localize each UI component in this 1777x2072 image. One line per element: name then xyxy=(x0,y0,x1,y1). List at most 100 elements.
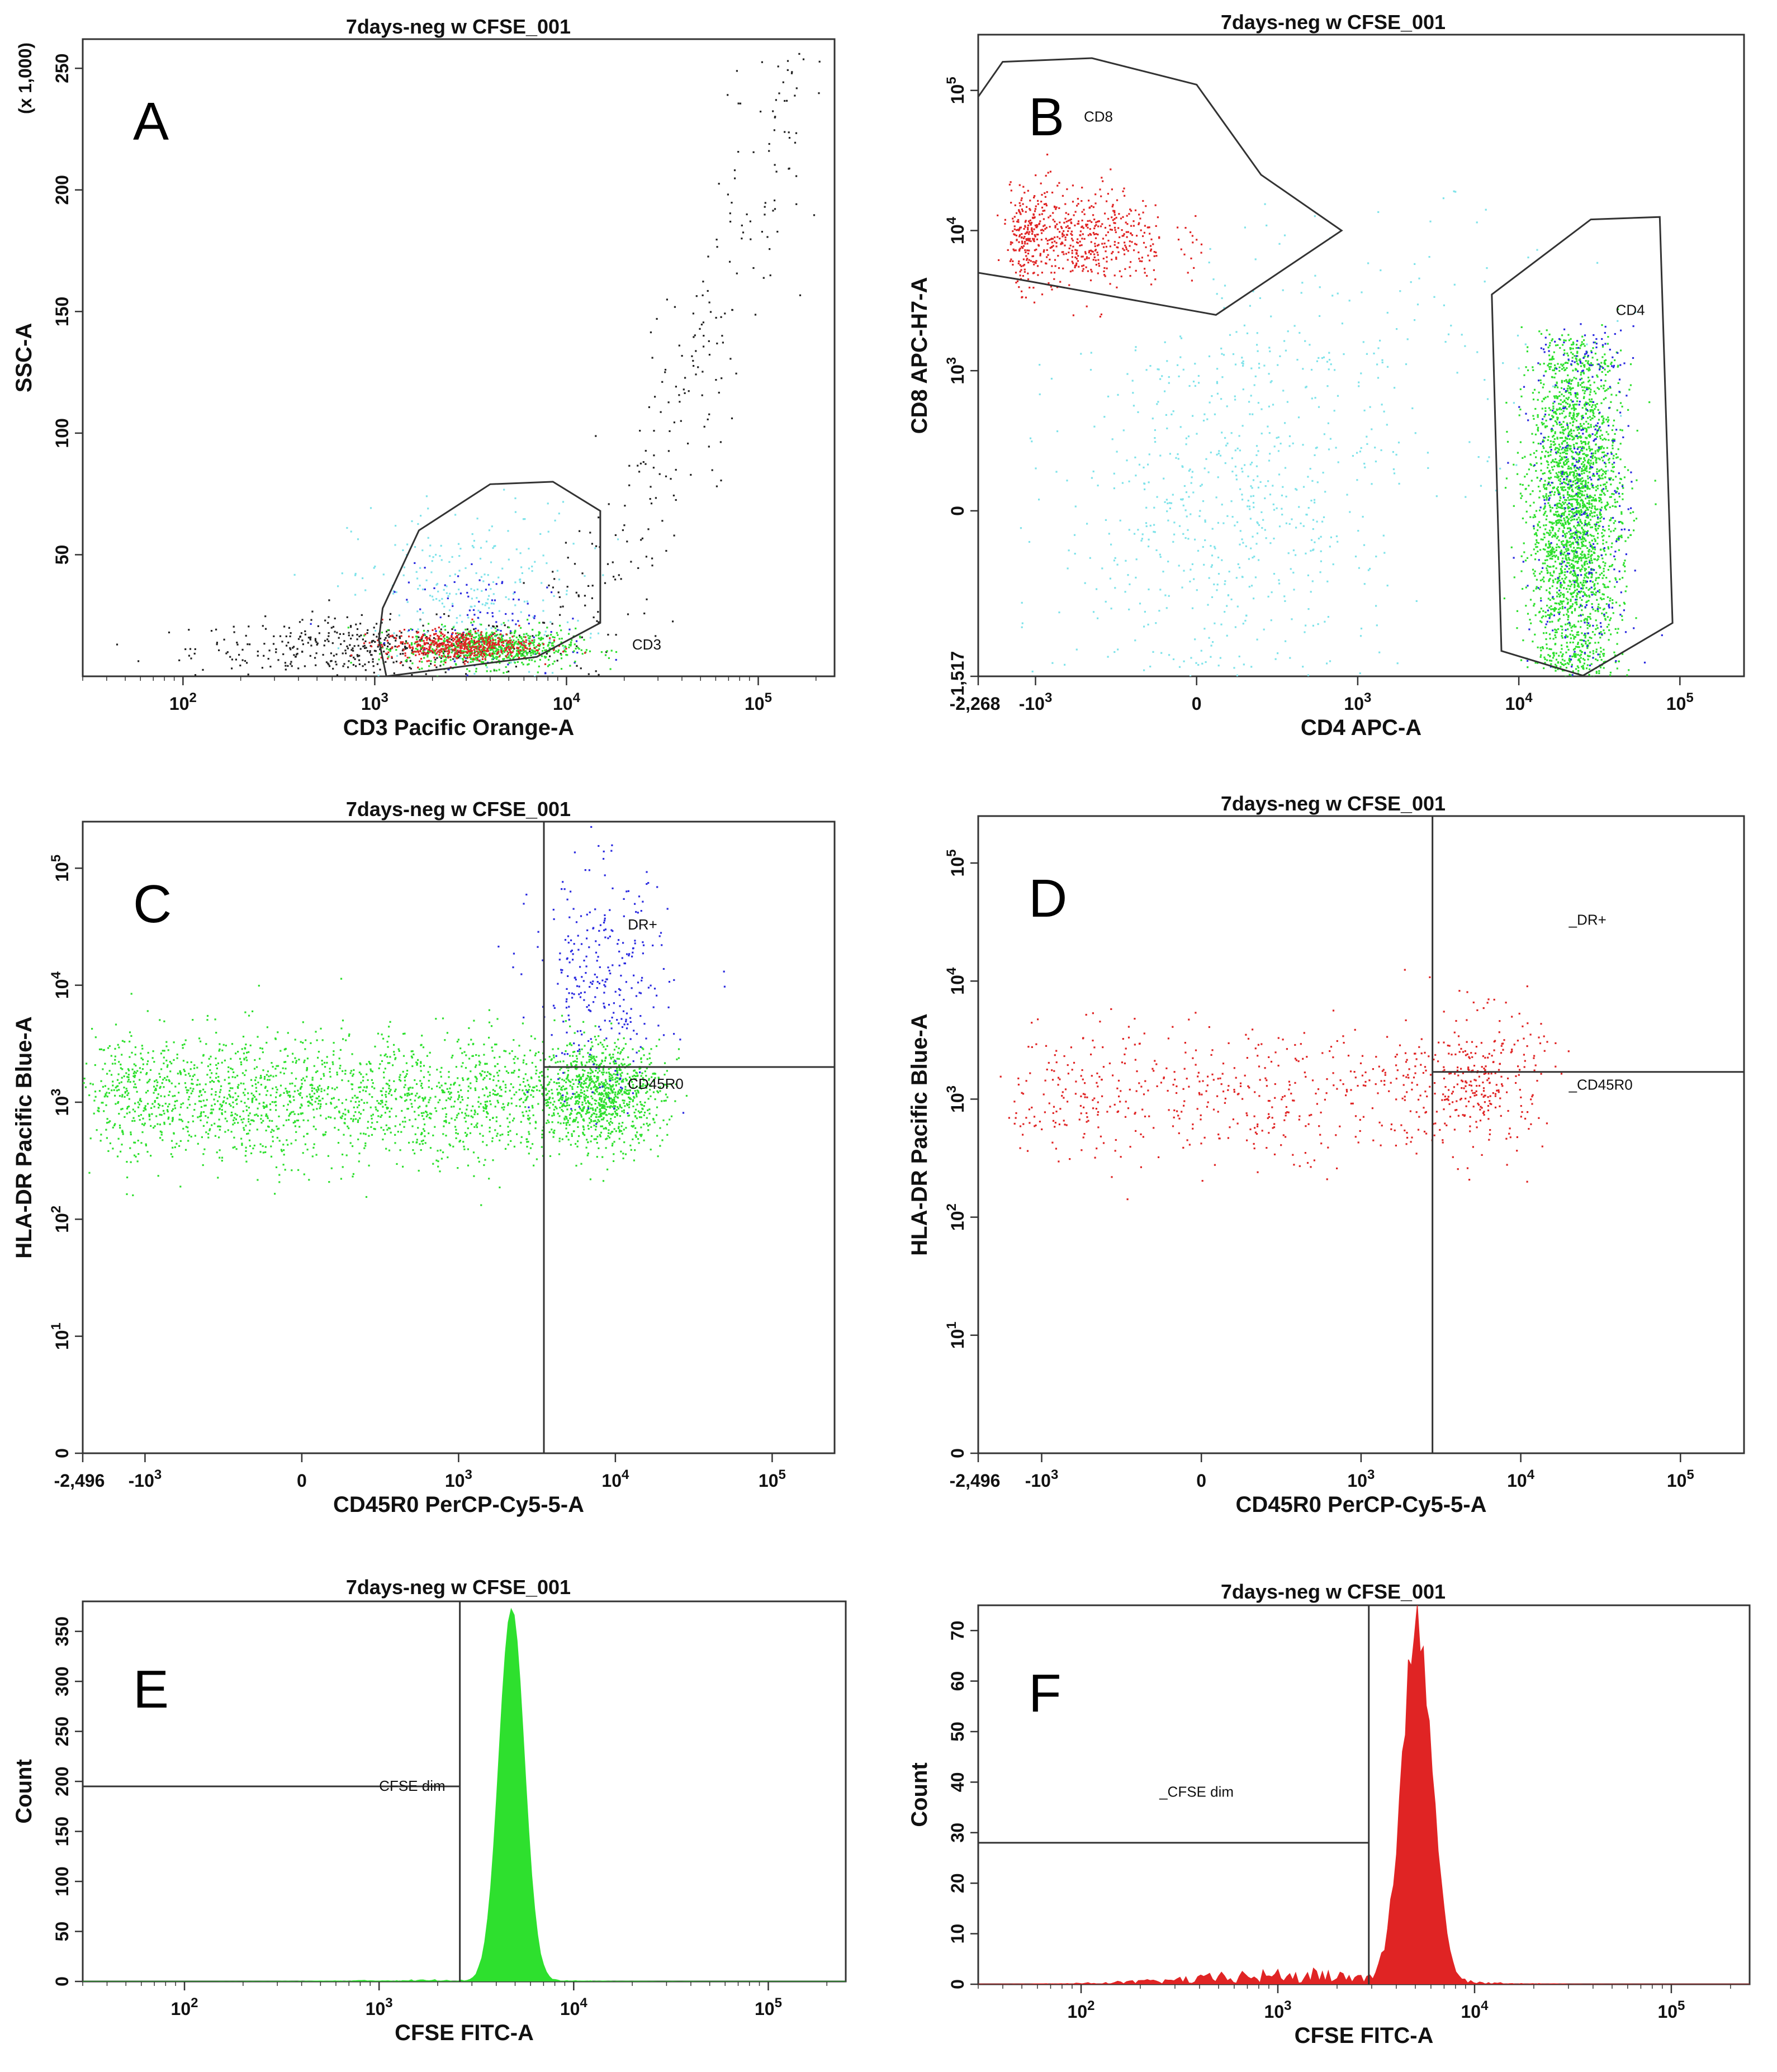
data-point xyxy=(1200,485,1202,487)
data-point xyxy=(1143,482,1145,485)
data-point xyxy=(417,588,419,590)
data-point xyxy=(1271,591,1273,594)
data-point xyxy=(1574,561,1576,563)
data-point xyxy=(1084,251,1087,253)
data-point xyxy=(414,562,416,564)
data-point xyxy=(1588,556,1590,558)
data-point xyxy=(1132,225,1135,227)
data-point xyxy=(1544,396,1547,399)
data-point xyxy=(1555,421,1558,424)
data-point xyxy=(1574,570,1576,572)
data-point xyxy=(1030,229,1033,231)
data-point xyxy=(442,643,444,646)
data-point xyxy=(1561,426,1563,429)
data-point xyxy=(383,644,386,646)
data-point xyxy=(1591,505,1594,508)
data-point xyxy=(515,623,517,625)
data-point xyxy=(1083,213,1086,215)
data-point xyxy=(438,650,440,652)
data-point xyxy=(1561,605,1563,608)
data-point xyxy=(1255,454,1258,456)
data-point xyxy=(1556,595,1558,598)
data-point xyxy=(416,636,418,638)
data-point xyxy=(492,656,495,658)
data-point xyxy=(1565,667,1567,669)
data-point xyxy=(1171,413,1173,415)
data-point xyxy=(1054,236,1056,239)
data-point xyxy=(1118,213,1120,215)
data-point xyxy=(1537,542,1540,544)
panel-title: 7days-neg w CFSE_001 xyxy=(346,15,571,38)
data-point xyxy=(424,648,426,651)
data-point xyxy=(346,616,348,618)
data-point xyxy=(496,653,499,655)
data-point xyxy=(1126,373,1129,375)
data-point xyxy=(1103,270,1105,273)
data-point xyxy=(1035,174,1037,177)
data-point xyxy=(1539,526,1541,528)
data-point xyxy=(1575,561,1577,563)
data-point xyxy=(1021,622,1023,624)
data-point xyxy=(1028,249,1030,252)
data-point xyxy=(1580,372,1582,374)
tick-label: 200 xyxy=(52,175,72,205)
data-point xyxy=(1194,538,1196,540)
data-point xyxy=(392,592,395,595)
data-point xyxy=(347,647,349,649)
data-point xyxy=(1052,245,1054,247)
data-point xyxy=(1624,540,1627,542)
data-point xyxy=(485,634,487,637)
data-point xyxy=(514,591,516,594)
data-point xyxy=(1337,395,1339,397)
data-point xyxy=(357,655,359,657)
data-point xyxy=(576,652,579,654)
data-point xyxy=(1582,614,1584,616)
data-point xyxy=(406,659,408,661)
data-point xyxy=(648,406,650,409)
data-point xyxy=(1574,585,1576,587)
data-point xyxy=(1055,245,1058,248)
data-point xyxy=(651,557,653,560)
data-point xyxy=(1177,364,1179,366)
plot-frame xyxy=(82,38,836,677)
data-point xyxy=(1042,230,1045,232)
data-point xyxy=(1569,527,1571,529)
data-point xyxy=(1461,334,1463,336)
data-point xyxy=(1579,384,1582,386)
data-point xyxy=(408,636,410,638)
data-point xyxy=(1550,363,1552,365)
data-point xyxy=(788,168,790,170)
data-point xyxy=(1033,217,1035,219)
data-point xyxy=(471,652,473,655)
data-point xyxy=(534,615,536,617)
data-point xyxy=(1566,453,1568,455)
data-point xyxy=(511,636,514,638)
data-point xyxy=(1242,363,1244,365)
data-point xyxy=(1553,411,1555,414)
data-point xyxy=(1164,594,1167,596)
data-point xyxy=(1246,332,1249,334)
data-point xyxy=(1167,519,1169,521)
data-point xyxy=(443,640,446,642)
data-point xyxy=(1323,356,1325,358)
data-point xyxy=(399,662,401,664)
data-point xyxy=(1033,196,1035,198)
data-point xyxy=(1256,332,1258,334)
data-point xyxy=(1197,549,1200,552)
data-point xyxy=(353,645,356,647)
data-point xyxy=(1070,218,1072,220)
data-point xyxy=(1318,406,1320,408)
data-point xyxy=(1182,504,1184,506)
data-point xyxy=(1218,450,1220,452)
data-point xyxy=(1581,341,1583,343)
data-point xyxy=(1125,221,1127,224)
plot-area xyxy=(116,53,821,676)
data-point xyxy=(1540,586,1542,588)
data-point xyxy=(526,600,528,603)
data-point xyxy=(1563,461,1565,463)
data-point xyxy=(813,214,816,216)
data-point xyxy=(359,623,362,625)
data-point xyxy=(784,99,786,102)
data-point xyxy=(457,649,459,652)
